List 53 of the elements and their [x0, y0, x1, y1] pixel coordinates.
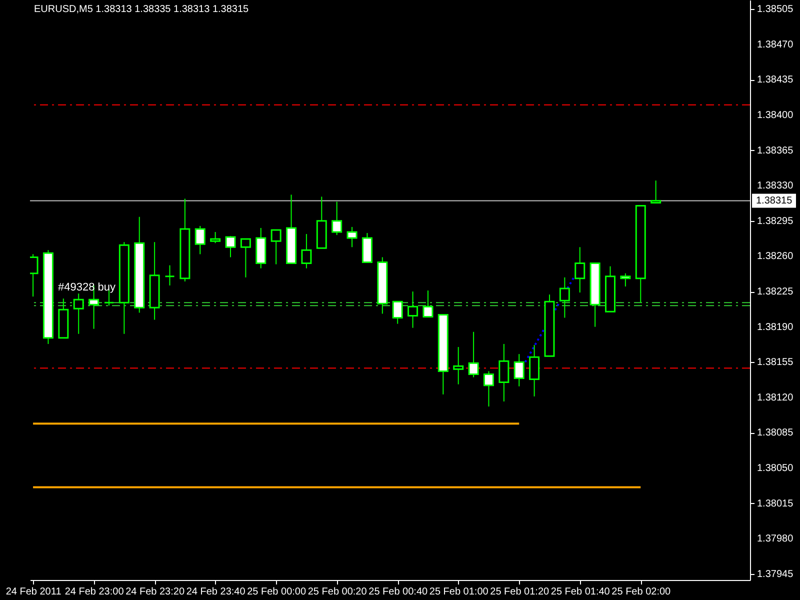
- candlestick: [346, 226, 358, 248]
- x-tick-label: 25 Feb 01:40: [550, 586, 610, 598]
- y-tick-label: 1.38505: [757, 4, 794, 16]
- y-tick-label: 1.38190: [757, 322, 794, 333]
- candlestick: [73, 293, 84, 334]
- candlestick: [422, 290, 434, 318]
- candlestick: [650, 180, 662, 204]
- ref-line-label: 1.38315: [756, 196, 793, 207]
- x-tick-label: 24 Feb 23:40: [186, 586, 246, 598]
- x-tick-label: 25 Feb 02:00: [612, 586, 672, 598]
- x-tick-label: 24 Feb 23:00: [64, 586, 124, 598]
- x-tick-label: 24 Feb 2011: [6, 586, 62, 598]
- candlestick: [332, 201, 342, 236]
- y-tick-label: 1.38225: [757, 286, 794, 298]
- y-tick-label: 1.38015: [757, 498, 794, 510]
- candlestick: [225, 236, 236, 258]
- y-tick-label: 1.38085: [757, 428, 794, 439]
- candlestick: [301, 234, 312, 269]
- x-tick-label: 25 Feb 00:40: [368, 586, 428, 598]
- candlestick: [574, 246, 586, 294]
- y-tick-label: 1.38155: [757, 357, 794, 368]
- candlestick: [392, 300, 403, 324]
- y-tick-label: 1.38435: [757, 74, 794, 86]
- candlestick: [529, 344, 540, 397]
- candlestick: [514, 354, 524, 387]
- y-tick-label: 1.38400: [757, 110, 794, 121]
- candlestick: [483, 370, 494, 408]
- candlestick: [194, 225, 206, 255]
- candlestick: [270, 229, 282, 265]
- x-tick-label: 25 Feb 01:00: [429, 586, 489, 598]
- chart-title: EURUSD,M5 1.38313 1.38335 1.38313 1.38315: [34, 4, 250, 15]
- candlestick: [498, 343, 510, 402]
- y-tick-label: 1.38260: [757, 251, 794, 262]
- candlestick: [468, 331, 479, 378]
- y-tick-label: 1.38330: [757, 180, 794, 192]
- x-tick-label: 25 Feb 01:20: [490, 586, 550, 598]
- candlestick: [210, 232, 221, 244]
- candlestick: [408, 291, 418, 328]
- candlestick: [164, 264, 175, 286]
- candlestick: [559, 276, 570, 318]
- y-tick-label: 1.38295: [757, 216, 794, 227]
- y-tick-label: 1.38470: [757, 39, 794, 50]
- candlestick: [240, 238, 251, 278]
- y-tick-label: 1.37980: [757, 534, 794, 545]
- y-tick-label: 1.37945: [757, 568, 794, 580]
- x-tick-label: 25 Feb 00:00: [247, 586, 306, 598]
- y-tick-label: 1.38365: [757, 145, 794, 156]
- x-tick-label: 24 Feb 23:20: [126, 586, 185, 598]
- x-tick-label: 25 Feb 00:20: [308, 586, 368, 598]
- candlestick: [620, 272, 631, 287]
- y-tick-label: 1.38120: [757, 392, 794, 404]
- candlestick: [453, 346, 464, 385]
- y-tick-label: 1.38050: [757, 463, 794, 474]
